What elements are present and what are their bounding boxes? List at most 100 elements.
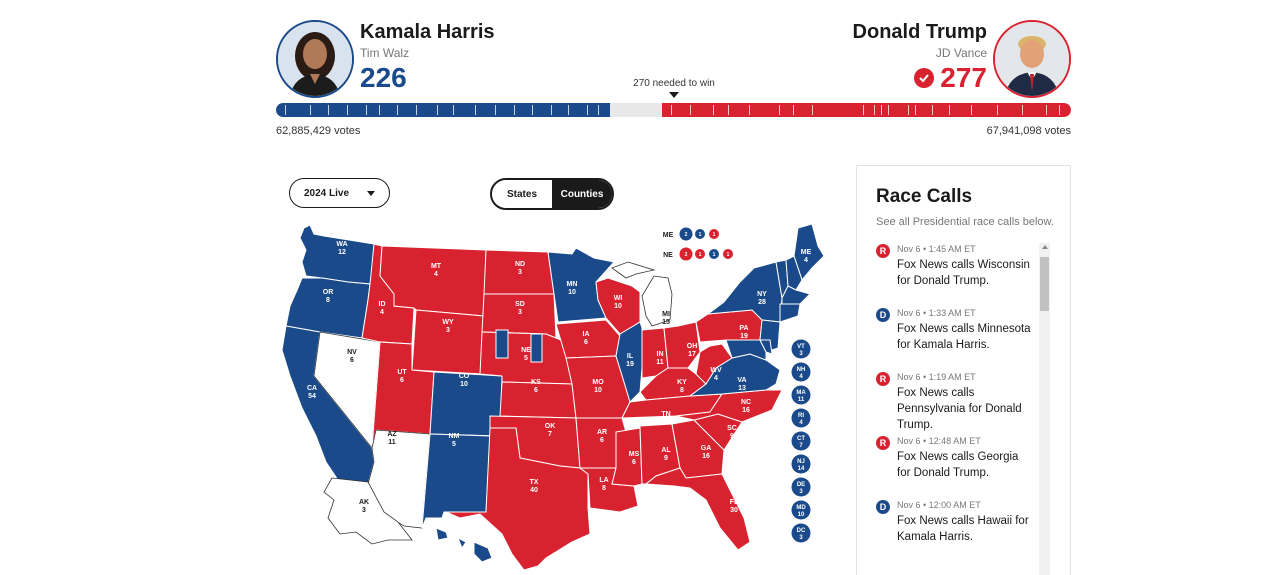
district-dot[interactable] — [695, 249, 705, 259]
race-calls-title: Race Calls — [876, 186, 973, 207]
view-option-counties[interactable]: Counties — [552, 180, 612, 208]
state-label-nm: NM — [449, 433, 460, 440]
state-mt[interactable] — [379, 245, 487, 317]
small-state-nh[interactable] — [791, 362, 811, 382]
bar-segment-divider — [379, 105, 380, 115]
rep-name: Donald Trump — [852, 21, 987, 43]
small-state-ev: 3 — [799, 535, 803, 541]
bar-segment-divider — [914, 105, 916, 115]
new-hampshire-shape[interactable] — [785, 255, 803, 291]
state-label-tx: TX — [530, 479, 539, 486]
bar-segment-divider — [712, 105, 714, 115]
bar-segment-divider — [1021, 105, 1023, 115]
district-dot[interactable] — [709, 229, 719, 239]
bar-segment-divider — [285, 105, 286, 115]
state-ev-wa: 12 — [338, 249, 346, 256]
state-ks[interactable] — [499, 381, 577, 419]
state-ev-oh: 17 — [688, 351, 696, 358]
race-call-item[interactable]: R Nov 6 • 1:19 AM ET Fox News calls Penn… — [876, 370, 1041, 434]
small-state-ct[interactable] — [791, 431, 811, 451]
state-ev-mt: 4 — [434, 271, 438, 278]
small-state-label: NH — [797, 367, 806, 373]
state-ev-ia: 6 — [584, 339, 588, 346]
state-fl[interactable] — [644, 467, 751, 551]
state-label-ks: KS — [531, 379, 541, 386]
state-tx[interactable] — [445, 427, 591, 571]
rep-electoral-votes-row: 277 — [914, 62, 987, 94]
nebraska-district-stripe[interactable] — [495, 329, 509, 359]
state-ev-ny: 28 — [758, 299, 766, 306]
state-ev-mo: 10 — [594, 387, 602, 394]
state-ev-sc: 9 — [730, 433, 734, 440]
view-option-states[interactable]: States — [492, 180, 552, 208]
state-mi[interactable] — [611, 261, 673, 327]
state-ia[interactable] — [555, 319, 621, 359]
scroll-up-icon[interactable] — [1042, 245, 1048, 249]
state-hi[interactable] — [435, 527, 493, 563]
race-call-item[interactable]: D Nov 6 • 12:00 AM ET Fox News calls Haw… — [876, 498, 1041, 562]
state-label-wy: WY — [442, 319, 454, 326]
district-dot[interactable] — [709, 249, 719, 259]
small-state-md[interactable] — [791, 500, 811, 520]
race-call-item[interactable]: R Nov 6 • 1:45 AM ET Fox News calls Wisc… — [876, 242, 1041, 306]
small-state-ri[interactable] — [791, 408, 811, 428]
bar-segment-divider — [670, 105, 672, 115]
chevron-down-icon — [367, 190, 375, 196]
district-dot[interactable] — [679, 247, 693, 261]
race-call-item[interactable]: D Nov 6 • 1:33 AM ET Fox News calls Minn… — [876, 306, 1041, 370]
small-state-ev: 3 — [799, 351, 803, 357]
state-pa[interactable] — [695, 309, 763, 343]
scroll-thumb[interactable] — [1040, 257, 1049, 311]
rep-running-mate: JD Vance — [935, 46, 987, 60]
state-ev-al: 9 — [664, 455, 668, 462]
state-label-al: AL — [661, 447, 671, 454]
bar-segment-divider — [1058, 105, 1060, 115]
small-state-de[interactable] — [791, 477, 811, 497]
small-state-ma[interactable] — [791, 385, 811, 405]
small-state-vt[interactable] — [791, 339, 811, 359]
small-state-ev: 3 — [799, 489, 803, 495]
connecticut-shape[interactable] — [779, 303, 801, 323]
dem-running-mate: Tim Walz — [360, 46, 410, 60]
bar-segment-divider — [416, 105, 417, 115]
bar-segment-divider — [328, 105, 329, 115]
view-toggle[interactable]: States Counties — [490, 178, 614, 210]
checkmark-icon — [914, 68, 935, 88]
state-label-nc: NC — [741, 399, 751, 406]
race-call-item[interactable]: R Nov 6 • 12:48 AM ET Fox News calls Geo… — [876, 434, 1041, 498]
district-label-me: ME — [663, 232, 674, 239]
state-ev-tn: 11 — [662, 419, 670, 426]
state-ev-va: 13 — [738, 385, 746, 392]
state-ev-la: 8 — [602, 485, 606, 492]
race-call-text: Fox News calls Wisconsin for Donald Trum… — [897, 259, 1030, 287]
small-state-dc[interactable] — [791, 523, 811, 543]
dem-name: Kamala Harris — [360, 21, 495, 43]
district-dot[interactable] — [679, 227, 693, 241]
district-dot[interactable] — [723, 249, 733, 259]
bar-segment-divider — [996, 105, 998, 115]
district-dot[interactable] — [695, 229, 705, 239]
state-ev-sd: 3 — [518, 309, 522, 316]
district-dot-value: 2 — [685, 232, 688, 238]
state-ev-me: 4 — [804, 257, 808, 264]
district-dot-value: 1 — [727, 252, 730, 258]
small-state-nj[interactable] — [791, 454, 811, 474]
race-call-time: Nov 6 • 1:33 AM ET — [897, 308, 976, 318]
state-ak[interactable] — [323, 477, 413, 545]
state-wa[interactable] — [299, 224, 375, 285]
state-ev-tx: 40 — [530, 487, 538, 494]
state-label-ga: GA — [701, 445, 712, 452]
nebraska-district-stripe[interactable] — [530, 333, 543, 363]
race-calls-scrollbar[interactable] — [1039, 243, 1050, 575]
bar-segment-divider — [689, 105, 691, 115]
state-ev-mn: 10 — [568, 289, 576, 296]
small-state-ev: 7 — [799, 443, 803, 449]
bar-segment-divider — [880, 105, 882, 115]
party-badge: R — [876, 372, 890, 386]
state-ev-co: 10 — [460, 381, 468, 388]
state-ev-or: 8 — [326, 297, 330, 304]
delaware-shape[interactable] — [759, 339, 773, 355]
state-wv[interactable] — [695, 343, 733, 385]
year-select[interactable]: 2024 Live — [289, 178, 390, 208]
state-label-ia: IA — [583, 331, 590, 338]
